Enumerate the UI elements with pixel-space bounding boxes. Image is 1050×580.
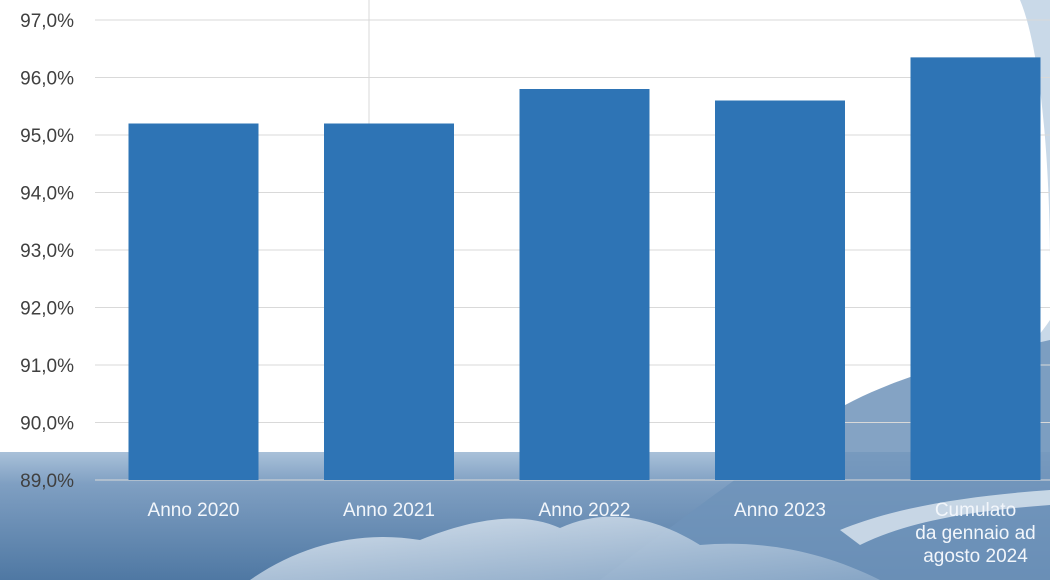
y-axis: 89,0% 90,0% 91,0% 92,0% 93,0% 94,0% 95,0% 96,0%… bbox=[20, 11, 74, 492]
background-rocks bbox=[250, 516, 880, 580]
y-tick-label: 93,0% bbox=[20, 241, 74, 262]
chart-bars bbox=[128, 57, 1041, 480]
bar bbox=[519, 89, 650, 480]
y-tick-label: 94,0% bbox=[20, 184, 74, 205]
y-tick-label: 90,0% bbox=[20, 414, 74, 435]
bar bbox=[910, 57, 1041, 480]
x-tick-label-line: Anno 2020 bbox=[148, 500, 240, 521]
background-road bbox=[840, 490, 1050, 545]
x-axis: Anno 2020 Anno 2021 Anno 2022 Anno 2023 Cumu… bbox=[148, 500, 1036, 567]
x-tick-label-line: Anno 2022 bbox=[539, 500, 631, 521]
x-tick-label: Anno 2020 bbox=[148, 500, 240, 521]
x-tick-label-line: Cumulato bbox=[935, 500, 1016, 521]
x-tick-label-line: Anno 2023 bbox=[734, 500, 826, 521]
y-tick-label: 95,0% bbox=[20, 126, 74, 147]
x-tick-label: Anno 2021 bbox=[343, 500, 435, 521]
y-tick-label: 91,0% bbox=[20, 356, 74, 377]
x-tick-label: Cumulato da gennaio ad agosto 2024 bbox=[915, 500, 1035, 567]
x-tick-label-line: da gennaio ad bbox=[915, 523, 1035, 544]
x-tick-label: Anno 2022 bbox=[539, 500, 631, 521]
bar bbox=[715, 100, 845, 480]
y-tick-label: 97,0% bbox=[20, 11, 74, 32]
bar bbox=[128, 123, 259, 480]
bar bbox=[324, 123, 454, 480]
y-tick-label: 89,0% bbox=[20, 471, 74, 492]
x-tick-label-line: agosto 2024 bbox=[923, 546, 1028, 567]
y-tick-label: 96,0% bbox=[20, 69, 74, 90]
x-tick-label-line: Anno 2021 bbox=[343, 500, 435, 521]
y-tick-label: 92,0% bbox=[20, 299, 74, 320]
x-tick-label: Anno 2023 bbox=[734, 500, 826, 521]
